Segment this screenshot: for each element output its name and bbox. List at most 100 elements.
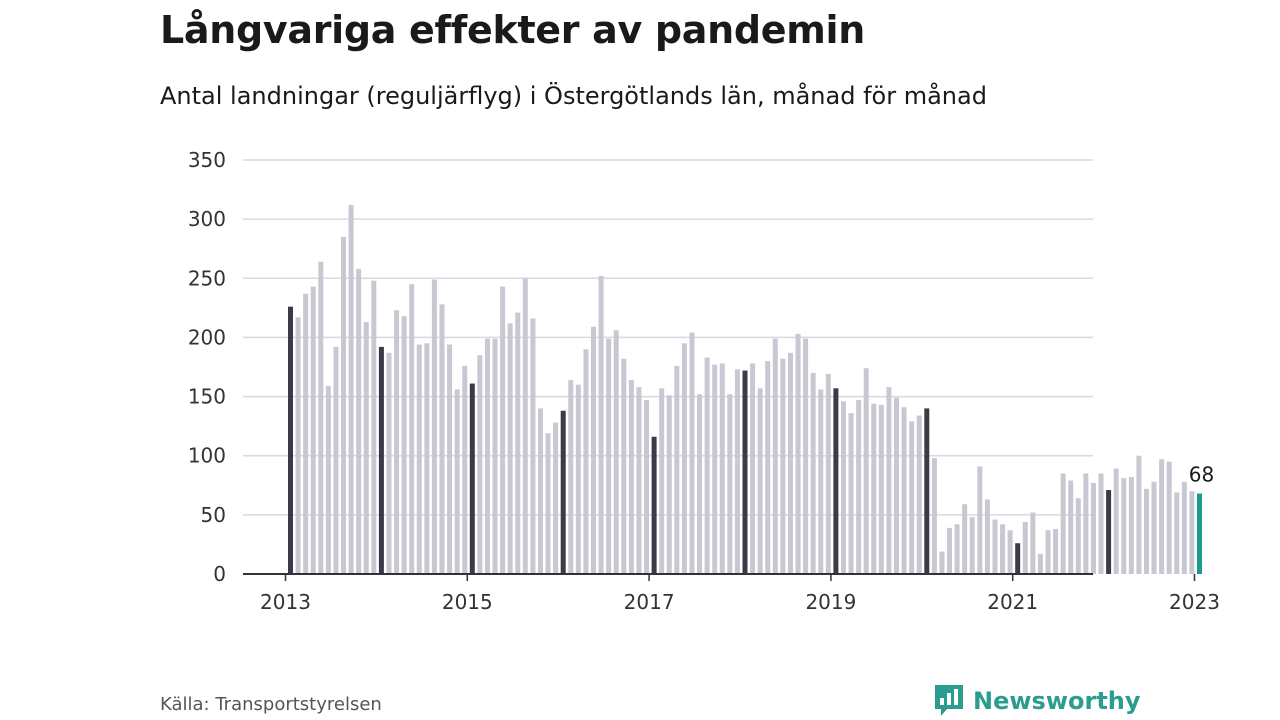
bar-2022-12 bbox=[1189, 491, 1195, 574]
bar-2014-05 bbox=[409, 284, 415, 574]
bar-2020-08 bbox=[977, 466, 983, 574]
bar-2018-09 bbox=[803, 338, 809, 574]
annotation: 68 bbox=[1189, 463, 1214, 487]
y-tick-label: 250 bbox=[188, 266, 226, 290]
bar-2018-06 bbox=[780, 358, 786, 574]
bar-2019-08 bbox=[886, 387, 892, 574]
y-axis: 0 50 100 150 200 250 300 350 bbox=[188, 148, 226, 586]
bar-2015-10 bbox=[537, 408, 543, 574]
brand-name: Newsworthy bbox=[973, 687, 1141, 715]
bar-2019-12 bbox=[916, 415, 922, 574]
bar-2014-12 bbox=[462, 365, 468, 574]
bar-2019-05 bbox=[863, 368, 869, 574]
x-tick-label: 2017 bbox=[624, 590, 675, 614]
y-tick-label: 150 bbox=[188, 385, 226, 409]
bar-2021-11 bbox=[1090, 482, 1096, 574]
bar-chart: 0 50 100 150 200 250 300 350 2013 2015 2017 2019 20… bbox=[188, 148, 1220, 614]
bar-2016-02 bbox=[568, 380, 574, 574]
bar-2020-05 bbox=[954, 524, 960, 574]
bar-2022-07 bbox=[1151, 481, 1157, 574]
bar-2015-12 bbox=[553, 422, 559, 574]
bar-2016-04 bbox=[583, 349, 589, 574]
bar-2019-11 bbox=[909, 421, 915, 574]
bar-2019-02 bbox=[840, 401, 846, 574]
bar-2021-03 bbox=[1030, 512, 1036, 574]
bar-2022-06 bbox=[1143, 488, 1149, 574]
bar-2018-01 bbox=[742, 370, 748, 574]
y-tick-label: 50 bbox=[201, 503, 226, 527]
bar-2016-01 bbox=[560, 410, 566, 574]
y-tick-label: 200 bbox=[188, 325, 226, 349]
bar-2013-05 bbox=[318, 261, 324, 574]
bar-2014-09 bbox=[439, 304, 445, 574]
bar-2018-11 bbox=[818, 389, 824, 574]
bar-2017-03 bbox=[666, 395, 672, 574]
bar-2020-12 bbox=[1007, 530, 1013, 574]
bar-2015-11 bbox=[545, 433, 551, 574]
bar-2016-07 bbox=[606, 338, 612, 574]
bar-2013-09 bbox=[348, 204, 354, 574]
bar-2022-04 bbox=[1128, 477, 1134, 574]
bar-2022-03 bbox=[1121, 478, 1127, 574]
x-tick-label: 2023 bbox=[1169, 590, 1220, 614]
bar-2017-09 bbox=[712, 364, 718, 574]
bar-2015-02 bbox=[477, 355, 483, 574]
bar-2015-03 bbox=[484, 338, 490, 574]
chart-subtitle: Antal landningar (reguljärflyg) i Österg… bbox=[160, 82, 987, 110]
bar-2021-04 bbox=[1037, 553, 1043, 574]
bars bbox=[288, 204, 1202, 574]
bar-2017-12 bbox=[734, 369, 740, 574]
bar-2018-12 bbox=[825, 374, 831, 574]
bar-2021-07 bbox=[1060, 473, 1066, 574]
bar-2017-11 bbox=[727, 394, 733, 574]
bar-2015-06 bbox=[507, 323, 513, 574]
bar-2015-08 bbox=[522, 278, 528, 574]
x-tick-label: 2021 bbox=[987, 590, 1038, 614]
newsworthy-logo-icon bbox=[935, 685, 963, 716]
bar-2016-09 bbox=[621, 358, 627, 574]
bar-2013-10 bbox=[356, 268, 362, 574]
bar-2018-10 bbox=[810, 372, 816, 574]
bar-2014-02 bbox=[386, 352, 392, 574]
y-tick-label: 300 bbox=[188, 207, 226, 231]
bar-2013-07 bbox=[333, 346, 339, 574]
y-tick-label: 100 bbox=[188, 444, 226, 468]
bar-2020-10 bbox=[992, 519, 998, 574]
bar-2021-02 bbox=[1022, 521, 1028, 574]
bar-2021-09 bbox=[1075, 498, 1081, 574]
bar-2022-08 bbox=[1159, 459, 1165, 574]
bar-2021-12 bbox=[1098, 473, 1104, 574]
bar-2022-01 bbox=[1106, 490, 1112, 574]
bar-2013-03 bbox=[303, 293, 309, 574]
bar-2013-02 bbox=[295, 317, 301, 574]
bar-2016-12 bbox=[644, 400, 650, 574]
bar-2019-07 bbox=[878, 404, 884, 574]
bar-2018-02 bbox=[750, 363, 756, 574]
x-tick-label: 2019 bbox=[805, 590, 856, 614]
y-tick-label: 0 bbox=[213, 562, 226, 586]
bar-2019-03 bbox=[848, 413, 854, 574]
bar-2020-11 bbox=[1000, 524, 1006, 574]
bar-2017-06 bbox=[689, 332, 695, 574]
bar-2022-09 bbox=[1166, 461, 1172, 574]
bar-2017-04 bbox=[674, 365, 680, 574]
x-tick-label: 2013 bbox=[260, 590, 311, 614]
bar-2018-04 bbox=[765, 361, 771, 574]
bar-2018-08 bbox=[795, 333, 801, 574]
bar-2021-08 bbox=[1068, 480, 1074, 574]
bar-2014-08 bbox=[431, 279, 437, 574]
bar-2014-11 bbox=[454, 389, 460, 574]
bar-2020-09 bbox=[984, 499, 990, 574]
bar-2019-04 bbox=[856, 400, 862, 574]
bar-2014-04 bbox=[401, 316, 407, 574]
bar-2020-06 bbox=[962, 504, 968, 574]
bar-2021-01 bbox=[1015, 543, 1021, 574]
x-tick-label: 2015 bbox=[442, 590, 493, 614]
bar-2013-12 bbox=[371, 280, 377, 574]
bar-2017-01 bbox=[651, 436, 657, 574]
bar-2021-05 bbox=[1045, 530, 1051, 574]
bar-2021-10 bbox=[1083, 473, 1089, 574]
bar-2020-04 bbox=[947, 527, 953, 574]
bar-2019-10 bbox=[901, 407, 907, 574]
y-tick-label: 350 bbox=[188, 148, 226, 172]
